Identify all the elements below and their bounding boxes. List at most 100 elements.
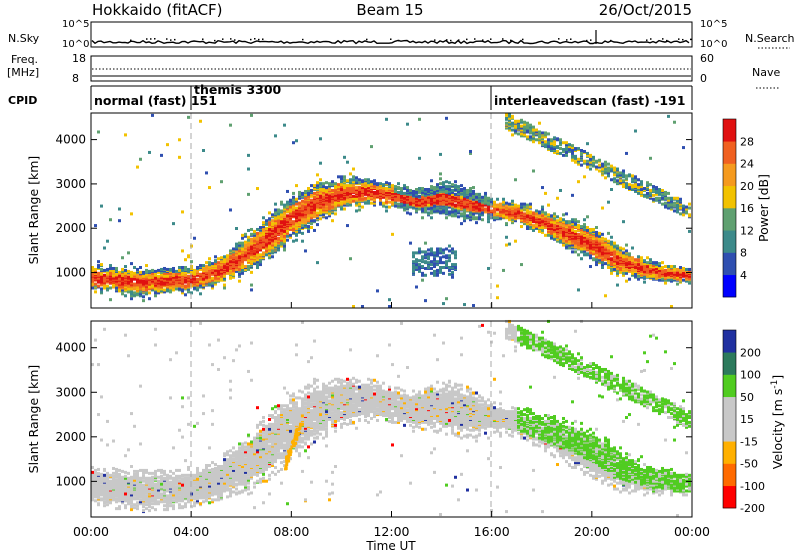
power-cell [487, 266, 490, 270]
power-cell [298, 222, 301, 226]
power-cell [454, 208, 457, 212]
power-cell [295, 226, 298, 230]
velocity-cell [124, 484, 127, 488]
power-cell [286, 207, 289, 211]
power-cell [394, 191, 397, 195]
power-cell [520, 134, 523, 138]
power-cell [640, 269, 643, 273]
power-cell [430, 205, 433, 209]
power-cell [565, 224, 568, 228]
power-cell [343, 201, 346, 205]
power-cell [172, 272, 175, 276]
power-cell [427, 188, 430, 191]
velocity-cell [97, 491, 100, 495]
power-cell [634, 129, 637, 133]
power-cell [607, 266, 610, 269]
power-cell [211, 286, 214, 290]
power-cell [466, 190, 469, 194]
velocity-cell [106, 482, 109, 486]
power-cell [172, 266, 175, 270]
power-cell [199, 292, 202, 296]
power-cell [583, 161, 586, 165]
power-cell [679, 200, 682, 204]
power-cell [508, 122, 511, 126]
velocity-cell [115, 497, 118, 501]
power-cell [229, 249, 232, 253]
power-cell [166, 143, 169, 147]
power-cell [385, 190, 388, 194]
power-cell [460, 222, 463, 226]
power-cell [451, 263, 454, 267]
power-cell [577, 157, 580, 161]
power-cell [646, 261, 649, 265]
power-cell [562, 153, 565, 157]
power-cell [202, 272, 205, 276]
power-cell [523, 120, 526, 124]
power-cell [628, 187, 631, 191]
power-cell [598, 158, 601, 162]
power-cell [124, 294, 127, 298]
power-cell [406, 188, 409, 191]
power-cell [439, 152, 442, 156]
nsearch-dot [586, 39, 588, 42]
power-cell [178, 155, 181, 159]
power-cell [478, 213, 481, 217]
power-cell [295, 197, 298, 201]
power-cell [649, 190, 652, 194]
power-cell [109, 298, 112, 302]
power-cell [355, 194, 358, 198]
power-cell [520, 120, 523, 124]
power-cell [205, 171, 208, 175]
power-cell [652, 193, 655, 197]
power-cell [547, 217, 550, 221]
power-cell [658, 264, 661, 268]
power-cell [682, 208, 685, 212]
power-cell [577, 241, 580, 245]
power-cell [217, 268, 220, 272]
power-cell [589, 238, 592, 242]
power-cell [352, 305, 355, 308]
power-cell [538, 121, 541, 125]
power-cell [640, 193, 643, 197]
power-cell [439, 266, 442, 269]
power-cell [670, 199, 673, 203]
power-cell [415, 192, 418, 196]
power-cell [433, 253, 436, 257]
velocity-cell [118, 482, 121, 486]
power-cell [358, 186, 361, 190]
power-cell [361, 188, 364, 192]
power-cell [142, 270, 145, 274]
power-cell [532, 224, 535, 228]
power-cell [115, 286, 118, 290]
power-cell [571, 157, 574, 161]
power-cell [145, 280, 148, 284]
power-cell [580, 149, 583, 152]
power-cell [112, 273, 115, 277]
power-cell [652, 270, 655, 274]
power-cell [181, 291, 184, 295]
power-cell [109, 264, 112, 268]
power-cell [574, 218, 577, 222]
power-cell [361, 305, 364, 308]
power-cell [130, 270, 133, 274]
power-cell [625, 177, 628, 181]
power-cell [316, 261, 319, 265]
power-cell [178, 271, 181, 275]
power-cell [316, 203, 319, 207]
power-colorbar-label: Power [dB] [756, 174, 771, 242]
power-cell [397, 202, 400, 206]
power-cell [310, 221, 313, 225]
power-cell [622, 173, 625, 177]
power-cell [604, 240, 607, 244]
power-data [91, 112, 691, 308]
power-cell [289, 226, 292, 230]
power-cell [520, 132, 523, 136]
power-cell [655, 275, 658, 279]
power-cell [577, 224, 580, 228]
power-cell [577, 180, 580, 184]
power-cell [232, 271, 235, 275]
power-cell [166, 267, 169, 271]
power-cell [517, 132, 520, 136]
power-cell [514, 207, 517, 211]
power-cell [634, 185, 637, 189]
